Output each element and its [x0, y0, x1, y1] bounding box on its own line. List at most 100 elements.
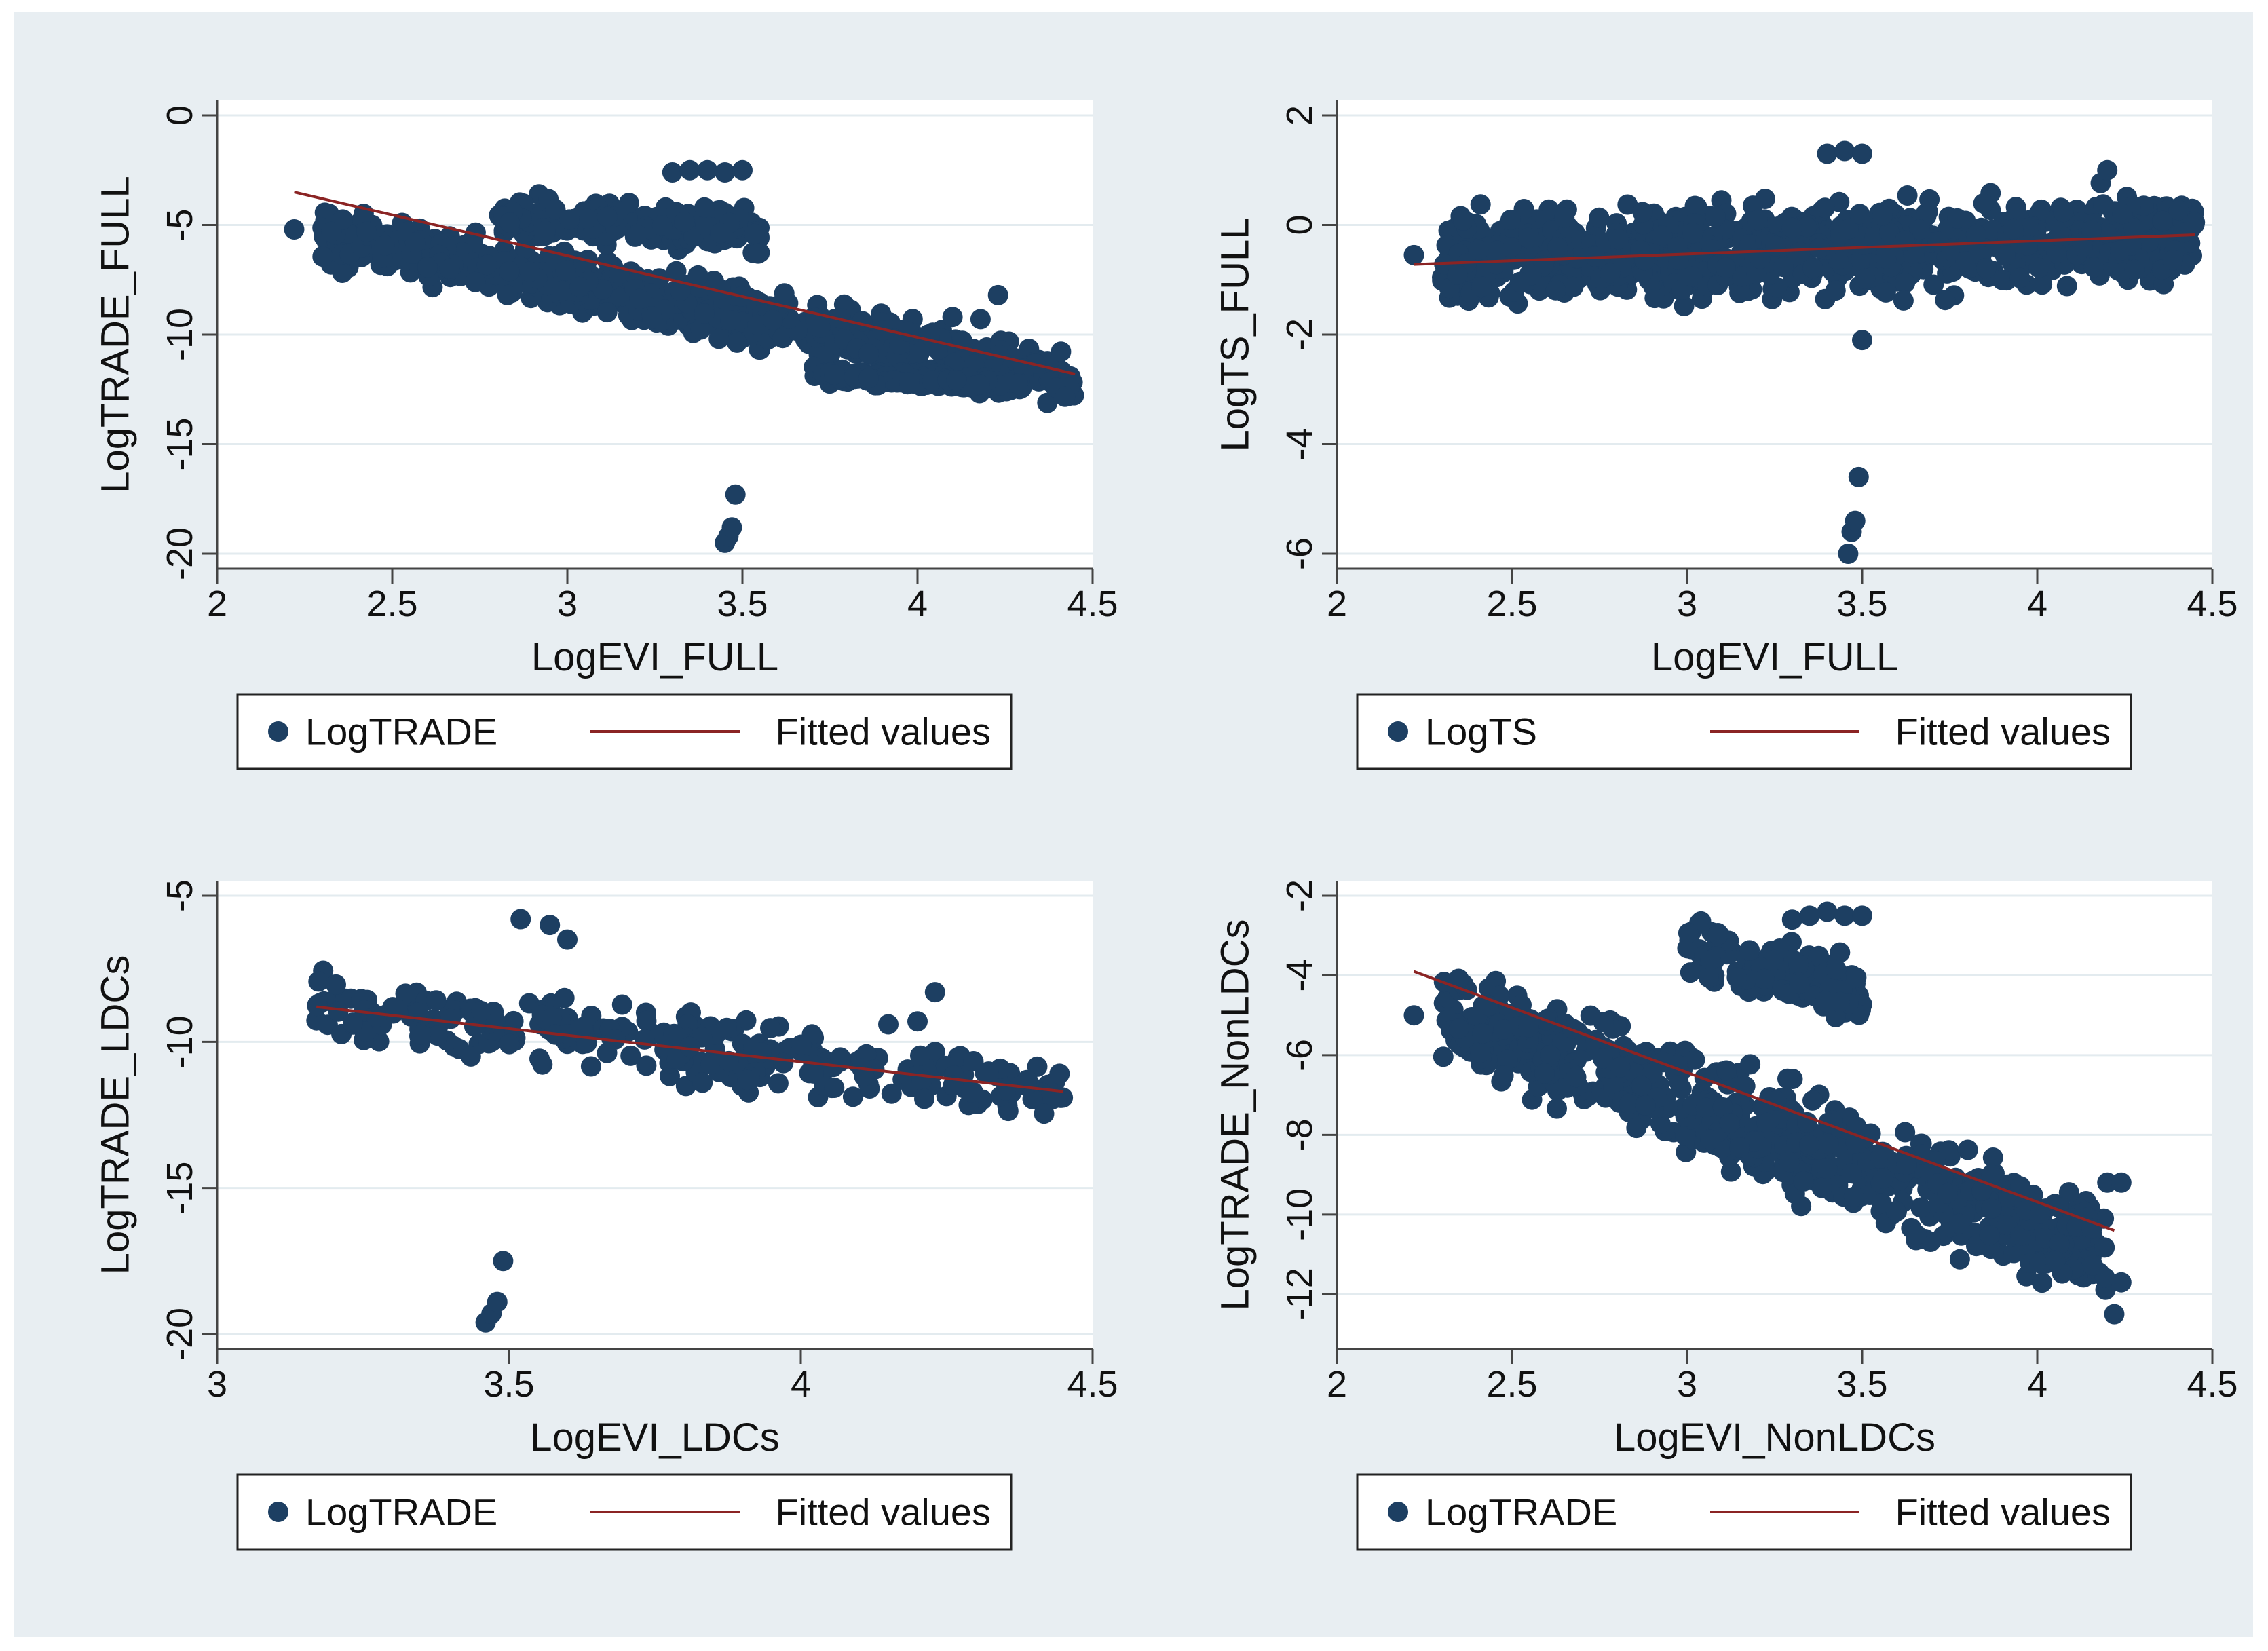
- legend-marker-label: LogTRADE: [1425, 1491, 1617, 1534]
- scatter-point: [748, 243, 769, 264]
- scatter-point: [2058, 1182, 2079, 1203]
- scatter-point: [1799, 905, 1820, 926]
- y-tick-label: -2: [1279, 879, 1320, 912]
- scatter-point: [1846, 967, 1867, 988]
- scatter-point: [960, 1082, 981, 1103]
- y-tick-label: 0: [159, 105, 200, 126]
- scatter-point: [679, 159, 700, 181]
- scatter-point: [1852, 330, 1872, 351]
- scatter-point: [773, 1052, 794, 1074]
- scatter-point: [695, 215, 715, 235]
- legend: LogTS Fitted values: [1356, 693, 2132, 770]
- scatter-point: [1619, 1093, 1640, 1114]
- scatter-point: [1976, 258, 1997, 279]
- scatter-point: [1948, 1213, 1969, 1234]
- scatter-point: [1719, 1113, 1740, 1134]
- legend-line-label: Fitted values: [776, 710, 991, 753]
- scatter-point: [1802, 1090, 1823, 1111]
- scatter-point: [700, 1054, 721, 1075]
- scatter-point: [1845, 510, 1866, 531]
- scatter-point: [374, 235, 395, 256]
- scatter-point: [1838, 544, 1859, 564]
- scatter-point: [844, 366, 865, 387]
- scatter-point: [1712, 1097, 1733, 1118]
- legend-marker-icon: [1388, 1502, 1408, 1522]
- scatter-point: [970, 309, 991, 330]
- scatter-point: [942, 307, 963, 328]
- scatter-point: [1563, 276, 1584, 297]
- scatter-point: [2010, 1225, 2030, 1246]
- scatter-point: [1799, 1135, 1820, 1156]
- x-tick-label: 2.5: [366, 584, 417, 624]
- scatter-points: [284, 159, 1084, 553]
- y-axis-title: LogTRADE_LDCs: [94, 955, 138, 1275]
- legend-marker-icon: [268, 721, 288, 742]
- x-tick-label: 2: [1327, 1364, 1347, 1405]
- scatter-point: [2111, 1272, 2132, 1293]
- scatter-point: [1781, 909, 1802, 930]
- x-tick-label: 2.5: [1486, 584, 1537, 624]
- scatter-point: [2003, 1242, 2024, 1264]
- plot-area: [217, 881, 1093, 1349]
- scatter-point: [1834, 905, 1855, 926]
- legend-marker-icon: [1388, 721, 1408, 742]
- scatter-point: [554, 987, 575, 1008]
- scatter-point: [697, 159, 718, 181]
- axes: 2 2.5 3 3.5 4 4.5 0 -5 -10 -15 -20: [159, 100, 1118, 624]
- scatter-point: [2082, 1255, 2103, 1276]
- scatter-point: [1851, 251, 1872, 271]
- axes: 3 3.5 4 4.5 -5 -10 -15 -20: [159, 879, 1118, 1405]
- x-tick-label: 3: [207, 1364, 227, 1405]
- scatter-point: [718, 1050, 739, 1071]
- scatter-point: [1788, 954, 1809, 975]
- scatter-point: [476, 254, 497, 276]
- scatter-point: [687, 265, 708, 286]
- scatter-point: [557, 929, 578, 950]
- scatter-point: [2032, 274, 2053, 295]
- fitted-line: [316, 1005, 1064, 1093]
- scatter-point: [1941, 240, 1962, 261]
- scatter-point: [727, 332, 747, 353]
- scatter-point: [1470, 1042, 1491, 1063]
- x-tick-label: 3.5: [1836, 1364, 1887, 1405]
- scatter-point: [710, 279, 731, 300]
- scatter-point: [1468, 240, 1489, 261]
- scatter-point: [535, 221, 556, 242]
- scatter-point: [1849, 204, 1870, 225]
- scatter-point: [1493, 1019, 1513, 1040]
- scatter-point: [1815, 197, 1836, 219]
- scatter-point: [2030, 1203, 2051, 1224]
- chart-panel-nonldcs: 2 2.5 3 3.5 4 4.5 -2 -4 -6 -8 -10 -12 LogEVI_NonLDC…: [1133, 793, 2253, 1573]
- scatter-point: [1447, 264, 1468, 285]
- chart-panel-ts: 2 2.5 3 3.5 4 4.5 2 0 -2 -4 -6 LogEVI_FULL LogTS_F…: [1133, 12, 2253, 793]
- scatter-point: [2121, 235, 2142, 256]
- scatter-point: [1680, 962, 1701, 983]
- scatter-point: [499, 261, 520, 282]
- fitted-line: [294, 191, 1076, 376]
- scatter-point: [1870, 1148, 1891, 1169]
- x-tick-label: 4.5: [2187, 1364, 2237, 1405]
- x-tick-label: 4: [2027, 1364, 2047, 1405]
- scatter-point: [426, 990, 447, 1011]
- scatter-point: [732, 159, 753, 181]
- scatter-point: [1610, 1057, 1631, 1078]
- scatter-point: [1923, 274, 1944, 295]
- scatter-point: [597, 1042, 618, 1063]
- scatter-point: [1517, 227, 1538, 248]
- scatter-point: [2032, 1272, 2052, 1293]
- scatter-point: [1715, 257, 1736, 278]
- scatter-point: [1022, 1088, 1043, 1109]
- scatter-point: [1817, 901, 1838, 922]
- scatter-points: [1403, 140, 2206, 564]
- scatter-point: [1487, 240, 1508, 261]
- scatter-point: [674, 212, 695, 232]
- scatter-point: [1817, 143, 1838, 164]
- scatter-point: [1652, 225, 1673, 246]
- x-tick-label: 3.5: [1836, 584, 1887, 624]
- y-tick-label: -6: [1279, 537, 1320, 570]
- scatter-point: [1566, 1067, 1587, 1088]
- scatter-point: [634, 1029, 655, 1050]
- scatter-point: [1779, 1152, 1800, 1173]
- scatter-point: [1545, 280, 1566, 301]
